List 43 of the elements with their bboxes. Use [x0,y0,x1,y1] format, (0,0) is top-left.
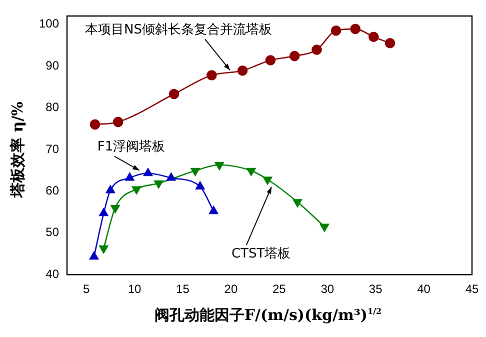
x-tick-label: 20 [224,282,238,296]
y-tick-label: 50 [46,225,60,240]
point [246,168,256,176]
x-tick-label: 35 [368,282,383,296]
point [312,44,322,55]
point [154,180,164,188]
x-tick-label: 25 [272,282,286,296]
x-tick-label: 5 [82,282,90,296]
y-tick-label: 60 [46,183,60,198]
point [168,88,180,100]
point [99,245,108,254]
point [132,186,141,194]
x-tick-label: 10 [128,282,142,296]
point [263,176,272,185]
y-tick-label: 70 [46,142,60,156]
point [206,70,217,80]
y-tick-label: 90 [46,58,60,72]
point [112,116,124,128]
annotation: 本项目NS倾斜长条复合并流塔板 [84,22,272,38]
point [214,162,224,170]
point [190,168,200,176]
y-tick-label: 80 [46,100,60,114]
point [289,50,300,62]
point [110,204,120,214]
x-tick-label: 45 [465,282,479,296]
point [384,38,396,48]
point [350,24,360,34]
point [368,32,379,42]
x-tick-label: 15 [176,282,190,296]
point [320,224,330,232]
x-axis-title: 阀孔动能因子F/(m/s)(kg/m³)$^{1/2}$ [153,306,383,325]
point [90,119,100,130]
y-tick-label: 100 [38,16,60,31]
y-tick-label: 40 [46,266,60,281]
point [265,55,276,66]
point [292,199,302,208]
annotation: CTST塔板 [231,246,291,262]
x-tick-label: 30 [320,282,334,296]
point [237,65,248,76]
x-tick-label: 40 [417,282,431,296]
annotation: F1浮阀塔板 [97,140,166,155]
y-axis-title: 塔板效率 η/% [8,100,28,200]
point [330,25,342,36]
